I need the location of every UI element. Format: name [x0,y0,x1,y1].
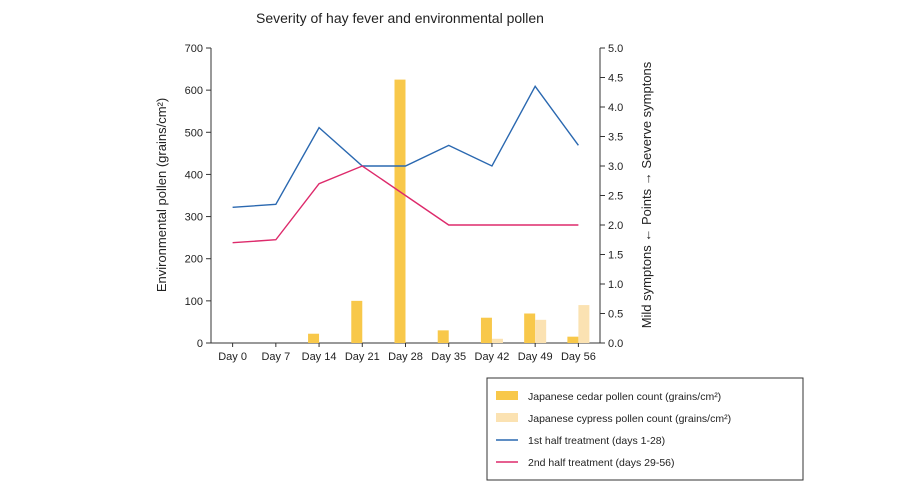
x-tick-label: Day 42 [475,351,510,363]
line-second-half-treatment [232,165,579,244]
right-tick-label: 4.0 [608,102,623,114]
bar-cedar [308,333,320,343]
legend: Japanese cedar pollen count (grains/cm²)… [486,377,804,481]
left-tick-label: 400 [185,169,203,181]
line-first-half-treatment [232,85,579,208]
legend-frame [486,377,804,481]
bar-cedar [480,317,492,343]
x-tick-label: Day 49 [518,351,553,363]
x-tick-label: Day 7 [261,351,290,363]
x-tick-label: Day 28 [388,351,423,363]
right-tick-label: 1.5 [608,250,623,262]
legend-label: Japanese cypress pollen count (grains/cm… [528,413,731,425]
x-tick-label: Day 14 [302,351,337,363]
chart-title: Severity of hay fever and environmental … [256,10,544,26]
right-tick-label: 3.5 [608,132,623,144]
right-tick-label: 0.5 [608,309,623,321]
right-tick-label: 4.5 [608,73,623,85]
right-tick-label: 2.0 [608,220,623,232]
right-tick-label: 1.0 [608,279,623,291]
legend-label: 2nd half treatment (days 29-56) [528,457,675,469]
bar-cedar [524,313,536,343]
plot-area: 0 100 200 300 400 500 600 700 0.0 0.5 1.0 1.5 2.0 2.5… [185,43,624,363]
right-tick-label: 0.0 [608,338,623,350]
x-tick-label: Day 35 [431,351,466,363]
left-tick-label: 600 [185,85,203,97]
legend-label: 1st half treatment (days 1-28) [528,435,665,447]
legend-swatch [496,413,518,422]
left-tick-label: 200 [185,254,203,266]
left-tick-label: 700 [185,43,203,55]
x-tick-label: Day 0 [218,351,247,363]
left-axis-label: Environmental pollen (grains/cm²) [154,98,169,292]
right-tick-label: 3.0 [608,161,623,173]
legend-swatch [496,391,518,400]
left-tick-label: 500 [185,127,203,139]
legend-label: Japanese cedar pollen count (grains/cm²) [528,391,721,403]
bar-cedar [394,79,406,343]
bar-cedar [567,336,579,343]
left-tick-label: 0 [197,338,203,350]
right-axis-label: Mild symptons ← Points → Severve sympton… [639,61,654,328]
right-tick-label: 5.0 [608,43,623,55]
bar-cypress [491,338,503,343]
x-tick-label: Day 21 [345,351,380,363]
bar-cypress [535,319,547,343]
left-tick-label: 100 [185,296,203,308]
left-tick-label: 300 [185,212,203,224]
bar-cedar [351,300,363,343]
bar-cedar [437,330,449,343]
bar-cypress [578,305,590,343]
right-tick-label: 2.5 [608,191,623,203]
x-tick-label: Day 56 [561,351,596,363]
